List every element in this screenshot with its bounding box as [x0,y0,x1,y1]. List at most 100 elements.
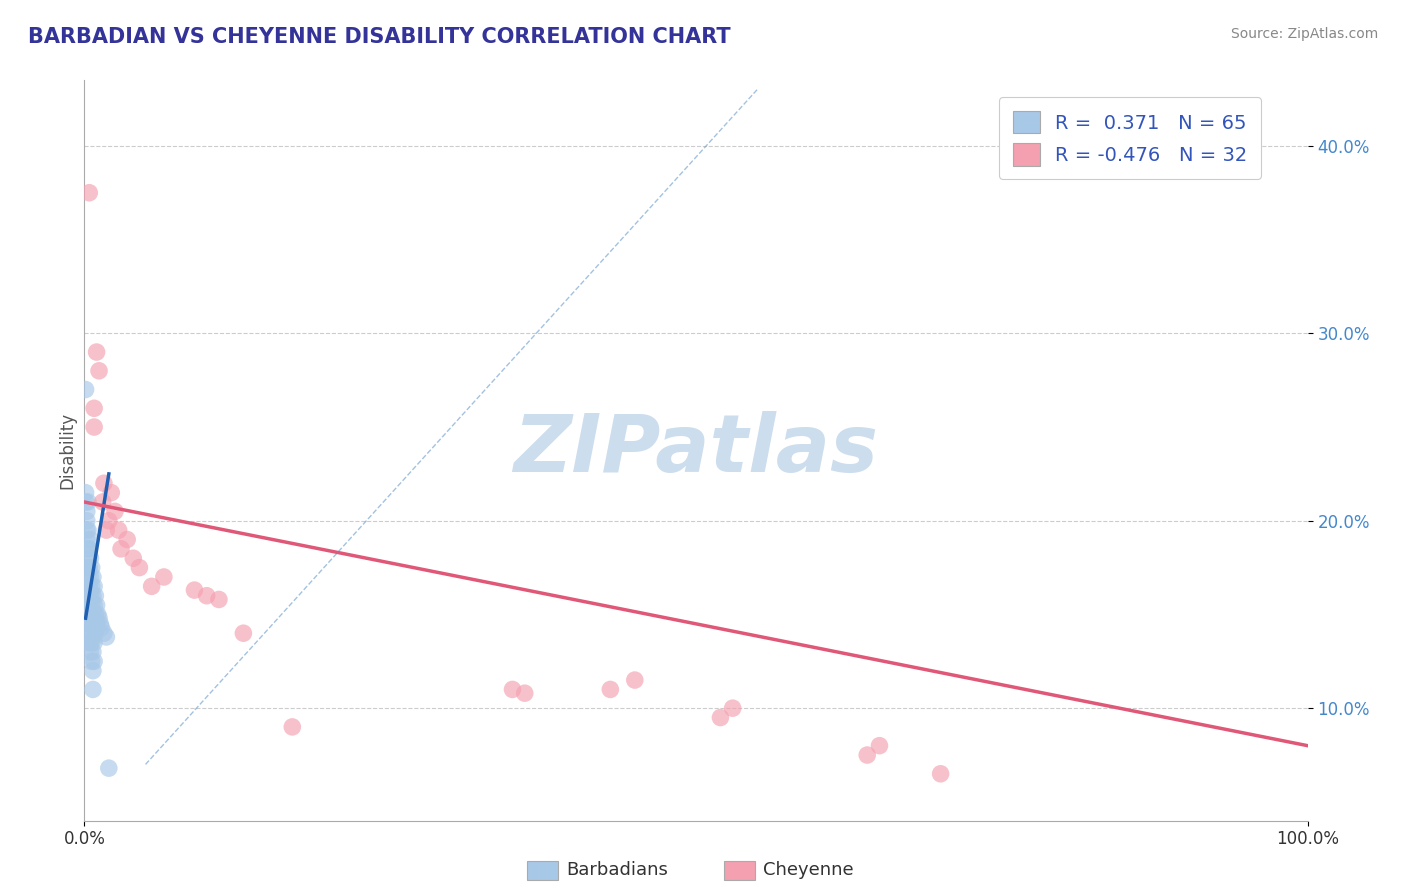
Point [83,401,105,416]
Point [80,635,103,649]
Point [82,664,104,678]
Text: BARBADIAN VS CHEYENNE DISABILITY CORRELATION CHART: BARBADIAN VS CHEYENNE DISABILITY CORRELA… [28,27,731,46]
Point [86,598,108,612]
Point [97,514,120,528]
Point [929,766,952,780]
Point [79,551,101,566]
Point [115,533,138,547]
Point [75,383,97,397]
Point [183,583,205,598]
Point [77,598,100,612]
Point [513,686,536,700]
Point [869,739,891,753]
Point [76,541,98,556]
Point [82,626,104,640]
Point [80,654,103,668]
Point [80,560,103,574]
Point [721,701,744,715]
Point [110,541,132,556]
Point [86,345,108,359]
Point [79,626,101,640]
Point [75,485,97,500]
Point [75,495,97,509]
Point [79,607,101,622]
Point [79,635,101,649]
Point [87,364,110,378]
Point [76,523,98,537]
Point [91,495,114,509]
Point [82,607,104,622]
Point [79,616,101,631]
Point [79,533,101,547]
Point [77,589,100,603]
Point [77,579,100,593]
Point [77,495,100,509]
Point [77,626,100,640]
Point [141,579,163,593]
Point [76,560,98,574]
Text: ZIPatlas: ZIPatlas [513,411,879,490]
Point [83,579,105,593]
Point [83,598,105,612]
Point [624,673,647,687]
Point [208,592,231,607]
Point [84,589,107,603]
Point [76,533,98,547]
Point [77,607,100,622]
Point [77,560,100,574]
Point [80,579,103,593]
Text: Cheyenne: Cheyenne [763,861,853,879]
Point [77,616,100,631]
Point [79,570,101,584]
Point [82,645,104,659]
Point [153,570,176,584]
Point [77,579,100,593]
Point [856,747,879,762]
Point [77,523,100,537]
Point [76,514,98,528]
Point [89,616,111,631]
Point [77,186,100,200]
Point [100,485,122,500]
Point [77,635,100,649]
Text: Barbadians: Barbadians [567,861,668,879]
Point [77,598,100,612]
Point [93,476,115,491]
Legend: R =  0.371   N = 65, R = -0.476   N = 32: R = 0.371 N = 65, R = -0.476 N = 32 [998,97,1261,179]
Point [79,589,101,603]
Point [96,523,118,537]
Point [82,589,104,603]
Point [80,598,103,612]
Point [83,420,105,434]
Point [82,570,104,584]
Point [87,611,110,625]
Point [97,761,120,775]
Point [502,682,524,697]
Point [128,560,150,574]
Point [232,626,254,640]
Point [82,682,104,697]
Point [84,607,107,622]
Point [76,504,98,518]
Point [83,654,105,668]
Point [77,541,100,556]
Point [281,720,304,734]
Point [104,504,127,518]
Point [87,607,110,622]
Point [84,626,107,640]
Point [80,616,103,631]
Point [93,626,115,640]
Point [77,560,100,574]
Point [77,541,100,556]
Point [83,616,105,631]
Point [77,551,100,566]
Point [83,635,105,649]
Point [86,616,108,631]
Point [107,523,129,537]
Point [77,570,100,584]
Point [122,551,145,566]
Point [90,621,112,635]
Y-axis label: Disability: Disability [58,412,76,489]
Point [79,645,101,659]
Point [599,682,621,697]
